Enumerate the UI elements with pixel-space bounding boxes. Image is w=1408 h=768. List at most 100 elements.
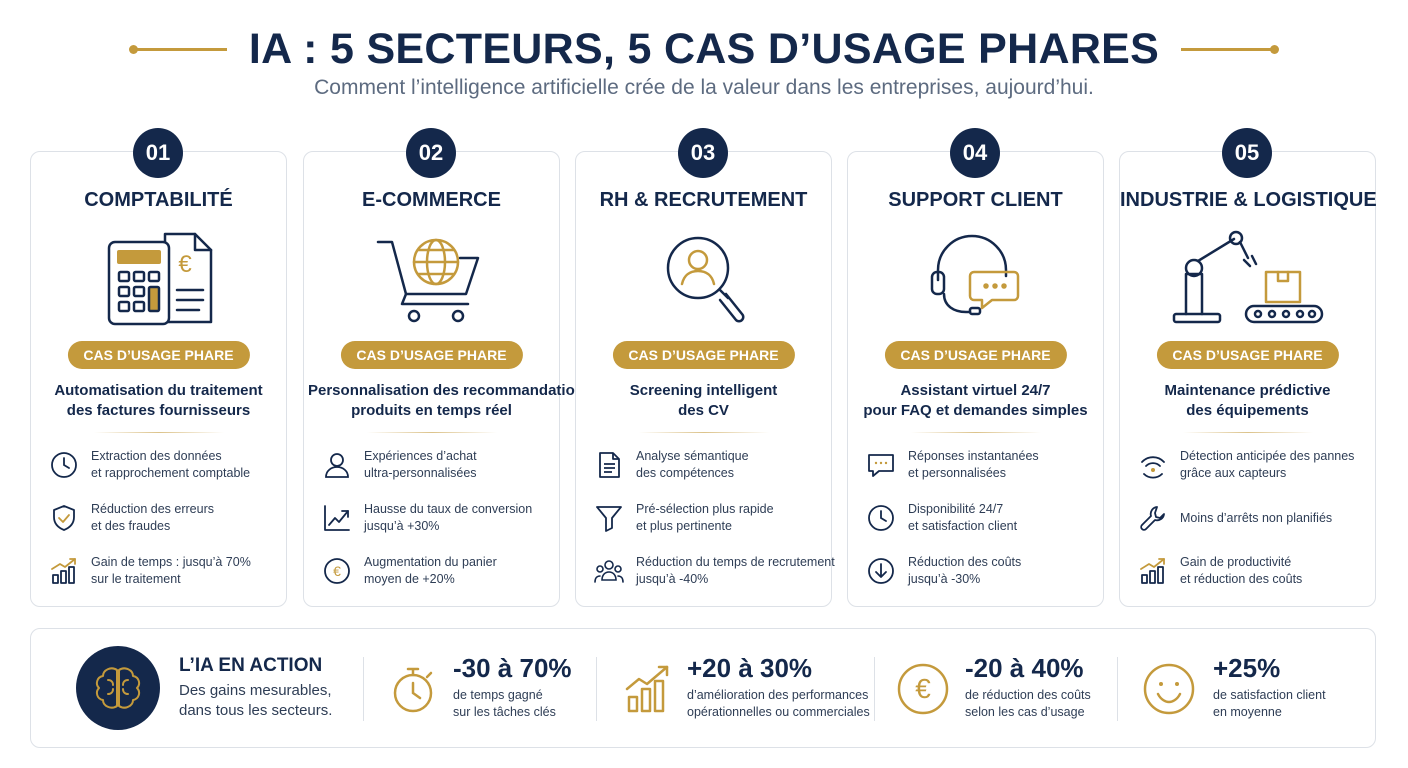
feature-text: Moins d’arrêts non planifiés: [1180, 510, 1333, 525]
stat-description: d’amélioration des performances opération…: [687, 688, 870, 719]
people-icon: [594, 556, 624, 586]
card-title: E-COMMERCE: [362, 189, 501, 211]
growth-chart-icon: [621, 661, 677, 717]
feature-item: Gain de temps : jusqu’à 70% sur le traite…: [49, 552, 278, 590]
divider: [363, 657, 364, 721]
feature-text: Disponibilité 24/7 et satisfaction client: [908, 502, 1018, 533]
feature-text: Réduction du temps de recrutement jusqu’à…: [636, 555, 835, 586]
sector-card-industrie-logistique: INDUSTRIE & LOGISTIQUE CAS D’USAGE PHARE…: [1119, 151, 1377, 607]
divider: [596, 657, 597, 721]
feature-text: Extraction des données et rapprochement c…: [91, 449, 251, 480]
growth-bars-icon: [1138, 556, 1168, 586]
results-banner: L’IA EN ACTION Des gains mesurables, dans…: [30, 628, 1376, 748]
wrench-icon: [1138, 503, 1168, 533]
euro-circle-icon: €: [895, 661, 951, 717]
use-case-heading: Screening intelligent des CV: [629, 382, 778, 419]
arrow-down-circle-icon: [866, 556, 896, 586]
divider: [910, 432, 1041, 433]
feature-text: Réduction des coûts jusqu’à -30%: [908, 555, 1022, 586]
use-case-tag: CAS D’USAGE PHARE: [1156, 341, 1339, 369]
title-ornament-right: [1181, 44, 1280, 54]
feature-text: Analyse sémantique des compétences: [636, 449, 749, 480]
sector-number-badge: 03: [678, 128, 728, 178]
use-case-tag: CAS D’USAGE PHARE: [340, 341, 523, 369]
feature-item: Pré-sélection plus rapide et plus pertine…: [594, 499, 823, 537]
document-icon: [594, 450, 624, 480]
feature-item: Moins d’arrêts non planifiés: [1138, 499, 1367, 537]
sector-card-rh-recrutement: RH & RECRUTEMENT CAS D’USAGE PHARE Scree…: [575, 151, 835, 607]
cart-globe-icon: [372, 228, 492, 328]
feature-text: Gain de productivité et réduction des coû…: [1180, 555, 1303, 586]
use-case-heading: Personnalisation des recommandations pro…: [308, 382, 593, 419]
clock-icon: [866, 503, 896, 533]
feature-text: Réduction des erreurs et des fraudes: [91, 502, 214, 533]
svg-text:€: €: [915, 673, 931, 704]
stat-value: +20 à 30%: [687, 653, 813, 683]
svg-text:€: €: [333, 563, 341, 579]
page-subtitle: Comment l’intelligence artificielle crée…: [314, 76, 1094, 99]
trend-up-icon: [322, 503, 352, 533]
use-case-tag: CAS D’USAGE PHARE: [612, 341, 795, 369]
divider: [1117, 657, 1118, 721]
user-icon: [322, 450, 352, 480]
banner-title: L’IA EN ACTION: [179, 655, 323, 676]
stat-value: -20 à 40%: [965, 653, 1084, 683]
sector-card-ecommerce: E-COMMERCE CAS D’USAGE PHARE Personnalis…: [303, 151, 593, 607]
feature-item: Hausse du taux de conversion jusqu’à +30%: [322, 499, 551, 537]
card-title: SUPPORT CLIENT: [888, 189, 1063, 211]
title-row: IA : 5 SECTEURS, 5 CAS D’USAGE PHARES: [0, 22, 1408, 76]
feature-text: Pré-sélection plus rapide et plus pertine…: [636, 502, 774, 533]
divider: [366, 432, 497, 433]
sector-number-badge: 05: [1222, 128, 1272, 178]
banner-subtitle: Des gains mesurables, dans tous les secte…: [179, 682, 333, 719]
stat-value: -30 à 70%: [453, 653, 572, 683]
sector-number-badge: 04: [950, 128, 1000, 178]
feature-text: Gain de temps : jusqu’à 70% sur le traite…: [91, 555, 251, 586]
feature-text: Expériences d’achat ultra-personnalisées: [364, 449, 477, 480]
use-case-heading: Assistant virtuel 24/7 pour FAQ et deman…: [863, 382, 1088, 419]
card-title: RH & RECRUTEMENT: [599, 189, 808, 211]
calculator-invoice-icon: €: [99, 228, 219, 328]
smiley-icon: [1141, 661, 1197, 717]
clock-icon: [49, 450, 79, 480]
feature-item: Réduction des erreurs et des fraudes: [49, 499, 278, 537]
divider: [638, 432, 769, 433]
feature-item: Réponses instantanées et personnalisées: [866, 446, 1095, 484]
card-title: COMPTABILITÉ: [84, 189, 233, 211]
feature-item: Réduction des coûts jusqu’à -30%: [866, 552, 1095, 590]
use-case-tag: CAS D’USAGE PHARE: [67, 341, 250, 369]
filter-icon: [594, 503, 624, 533]
feature-item: Réduction du temps de recrutement jusqu’à…: [594, 552, 835, 590]
page-title: IA : 5 SECTEURS, 5 CAS D’USAGE PHARES: [248, 24, 1160, 73]
use-case-heading: Automatisation du traitement des facture…: [54, 382, 263, 419]
feature-item: Expériences d’achat ultra-personnalisées: [322, 446, 551, 484]
feature-text: Augmentation du panier moyen de +20%: [364, 555, 497, 586]
sector-number-badge: 01: [133, 128, 183, 178]
robot-arm-conveyor-icon: [1170, 228, 1326, 328]
stopwatch-icon: [385, 661, 441, 717]
sector-number-badge: 02: [406, 128, 456, 178]
use-case-tag: CAS D’USAGE PHARE: [884, 341, 1067, 369]
feature-text: Réponses instantanées et personnalisées: [908, 449, 1039, 480]
divider: [1182, 432, 1313, 433]
svg-text:€: €: [178, 251, 192, 278]
stat-value: +25%: [1213, 653, 1281, 683]
magnifier-person-icon: [644, 228, 764, 328]
sensor-icon: [1138, 450, 1168, 480]
divider: [93, 432, 224, 433]
stat-description: de satisfaction client en moyenne: [1213, 688, 1326, 719]
growth-bars-icon: [49, 556, 79, 586]
feature-item: Extraction des données et rapprochement c…: [49, 446, 278, 484]
stat-description: de temps gagné sur les tâches clés: [453, 688, 556, 719]
feature-item: Gain de productivité et réduction des coû…: [1138, 552, 1367, 590]
divider: [874, 657, 875, 721]
euro-icon: €: [322, 556, 352, 586]
shield-check-icon: [49, 503, 79, 533]
feature-item: € Augmentation du panier moyen de +20%: [322, 552, 551, 590]
feature-item: Détection anticipée des pannes grâce aux …: [1138, 446, 1367, 484]
title-ornament-left: [128, 44, 227, 54]
stat-description: de réduction des coûts selon les cas d’us…: [965, 688, 1091, 719]
feature-item: Analyse sémantique des compétences: [594, 446, 823, 484]
feature-text: Hausse du taux de conversion jusqu’à +30%: [364, 502, 533, 533]
headset-chat-icon: [916, 228, 1036, 328]
